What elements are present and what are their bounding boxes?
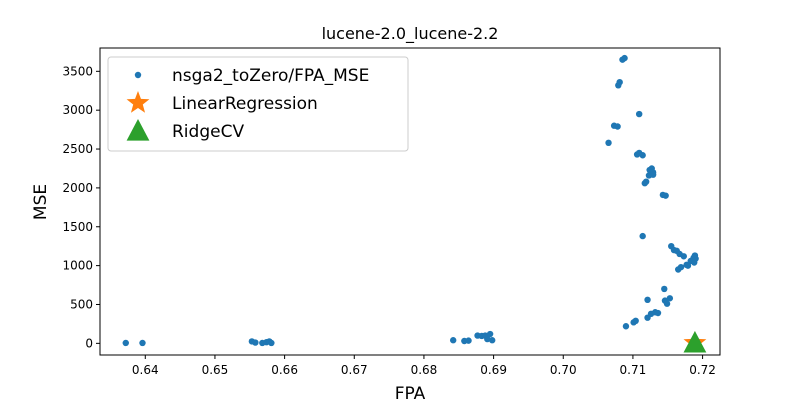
y-tick-label: 1500 [62, 220, 93, 234]
plot-marks [122, 54, 707, 353]
y-tick-label: 3500 [62, 64, 93, 78]
data-point [666, 295, 674, 302]
x-tick-label: 0.72 [689, 363, 716, 377]
y-tick-label: 0 [85, 336, 93, 350]
legend-marker [134, 71, 142, 79]
data-point [486, 330, 494, 338]
data-point [614, 123, 621, 130]
data-point [684, 262, 692, 269]
data-point [139, 339, 146, 347]
y-tick-label: 1000 [62, 259, 93, 273]
legend-marker [126, 119, 150, 141]
data-point [252, 339, 259, 346]
legend-label: nsga2_toZero/FPA_MSE [172, 66, 369, 86]
series-ridgecv [683, 330, 707, 353]
y-tick-label: 3000 [62, 103, 93, 117]
data-point [449, 337, 457, 344]
legend-label: LinearRegression [172, 94, 318, 114]
legend-marker [126, 91, 150, 113]
data-point [616, 78, 623, 86]
x-tick-label: 0.69 [480, 363, 507, 377]
legend: nsga2_toZero/FPA_MSE LinearRegression Ridg… [107, 56, 409, 152]
x-tick-label: 0.68 [411, 363, 438, 377]
x-axis-label: FPA [395, 384, 426, 400]
data-point [639, 152, 646, 159]
data-point [649, 171, 657, 178]
y-axis: 0 500 1000 1500 2000 2500 3000 3500 [62, 64, 100, 350]
data-point [680, 253, 687, 260]
data-point [465, 337, 472, 344]
data-point [654, 309, 662, 317]
legend-label: RidgeCV [172, 122, 244, 142]
data-point [642, 178, 650, 185]
data-point [268, 339, 275, 347]
y-tick-label: 2000 [62, 181, 93, 195]
triangle-marker [683, 330, 707, 353]
legend-box [107, 56, 409, 152]
data-point [605, 139, 612, 147]
data-point [677, 263, 685, 271]
data-point [635, 110, 643, 118]
data-point [622, 323, 630, 330]
y-axis-label: MSE [31, 184, 51, 220]
plot-frame [99, 47, 721, 356]
data-point [122, 339, 129, 347]
y-tick-label: 2500 [62, 142, 93, 156]
data-point [484, 335, 491, 343]
data-point [639, 232, 646, 240]
series-nsga2-tozero-fpa-mse [122, 54, 699, 347]
x-tick-label: 0.65 [202, 363, 229, 377]
data-point [621, 54, 628, 62]
x-tick-label: 0.70 [550, 363, 577, 377]
data-point [662, 192, 669, 199]
y-tick-label: 500 [70, 297, 93, 311]
data-point [692, 255, 699, 262]
x-tick-label: 0.67 [341, 363, 368, 377]
x-tick-label: 0.64 [132, 363, 159, 377]
data-point [489, 337, 496, 344]
x-axis: 0.64 0.65 0.66 0.67 0.68 0.69 0.70 0.71 0.72 [132, 355, 716, 377]
data-point [661, 285, 668, 293]
data-point [644, 296, 651, 304]
data-point [663, 300, 671, 307]
x-tick-label: 0.66 [271, 363, 298, 377]
x-tick-label: 0.71 [620, 363, 647, 377]
data-point [632, 317, 639, 325]
chart-title: lucene-2.0_lucene-2.2 [322, 24, 499, 44]
